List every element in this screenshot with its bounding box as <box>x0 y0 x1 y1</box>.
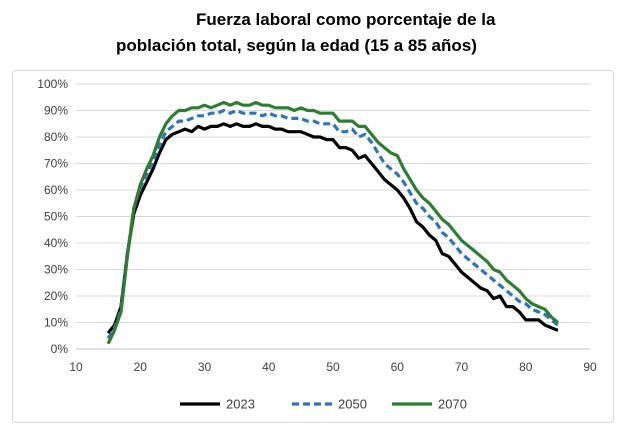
y-tick-label: 60% <box>44 183 68 197</box>
chart-title-line-1: Fuerza laboral como porcentaje de la <box>196 10 496 29</box>
y-tick-label: 80% <box>44 130 68 144</box>
x-tick-label: 70 <box>455 360 469 374</box>
y-tick-label: 100% <box>37 77 68 91</box>
x-tick-label: 10 <box>69 360 83 374</box>
x-tick-label: 90 <box>583 360 597 374</box>
y-tick-label: 10% <box>44 316 68 330</box>
y-axis-tick-labels: 0% 10% 20% 30% 40% 50% 60% 70% 80% 90% 100% <box>37 77 68 356</box>
legend-label-2070: 2070 <box>438 397 467 412</box>
x-axis-tick-labels: 10 20 30 40 50 60 70 80 90 <box>69 360 597 374</box>
x-tick-label: 30 <box>198 360 212 374</box>
legend: 2023 2050 2070 <box>180 397 467 412</box>
series-lines <box>106 100 559 345</box>
x-tick-label: 60 <box>391 360 405 374</box>
y-tick-label: 0% <box>51 342 69 356</box>
y-tick-label: 30% <box>44 263 68 277</box>
x-tick-label: 40 <box>262 360 276 374</box>
y-tick-label: 70% <box>44 157 68 171</box>
y-tick-label: 20% <box>44 289 68 303</box>
chart-title: Fuerza laboral como porcentaje de la pob… <box>0 8 634 58</box>
x-tick-label: 20 <box>134 360 148 374</box>
gridlines <box>76 83 590 350</box>
series-line-2050 <box>106 108 559 340</box>
chart-frame <box>12 70 614 423</box>
y-tick-label: 40% <box>44 236 68 250</box>
y-tick-label: 50% <box>44 210 68 224</box>
series-line-2023 <box>106 122 559 335</box>
y-tick-label: 90% <box>44 104 68 118</box>
legend-label-2023: 2023 <box>226 397 255 412</box>
legend-label-2050: 2050 <box>338 397 367 412</box>
chart-title-line-2: población total, según la edad (15 a 85 … <box>116 36 477 55</box>
x-tick-label: 50 <box>326 360 340 374</box>
series-line-2070 <box>106 100 559 345</box>
x-tick-label: 80 <box>519 360 533 374</box>
